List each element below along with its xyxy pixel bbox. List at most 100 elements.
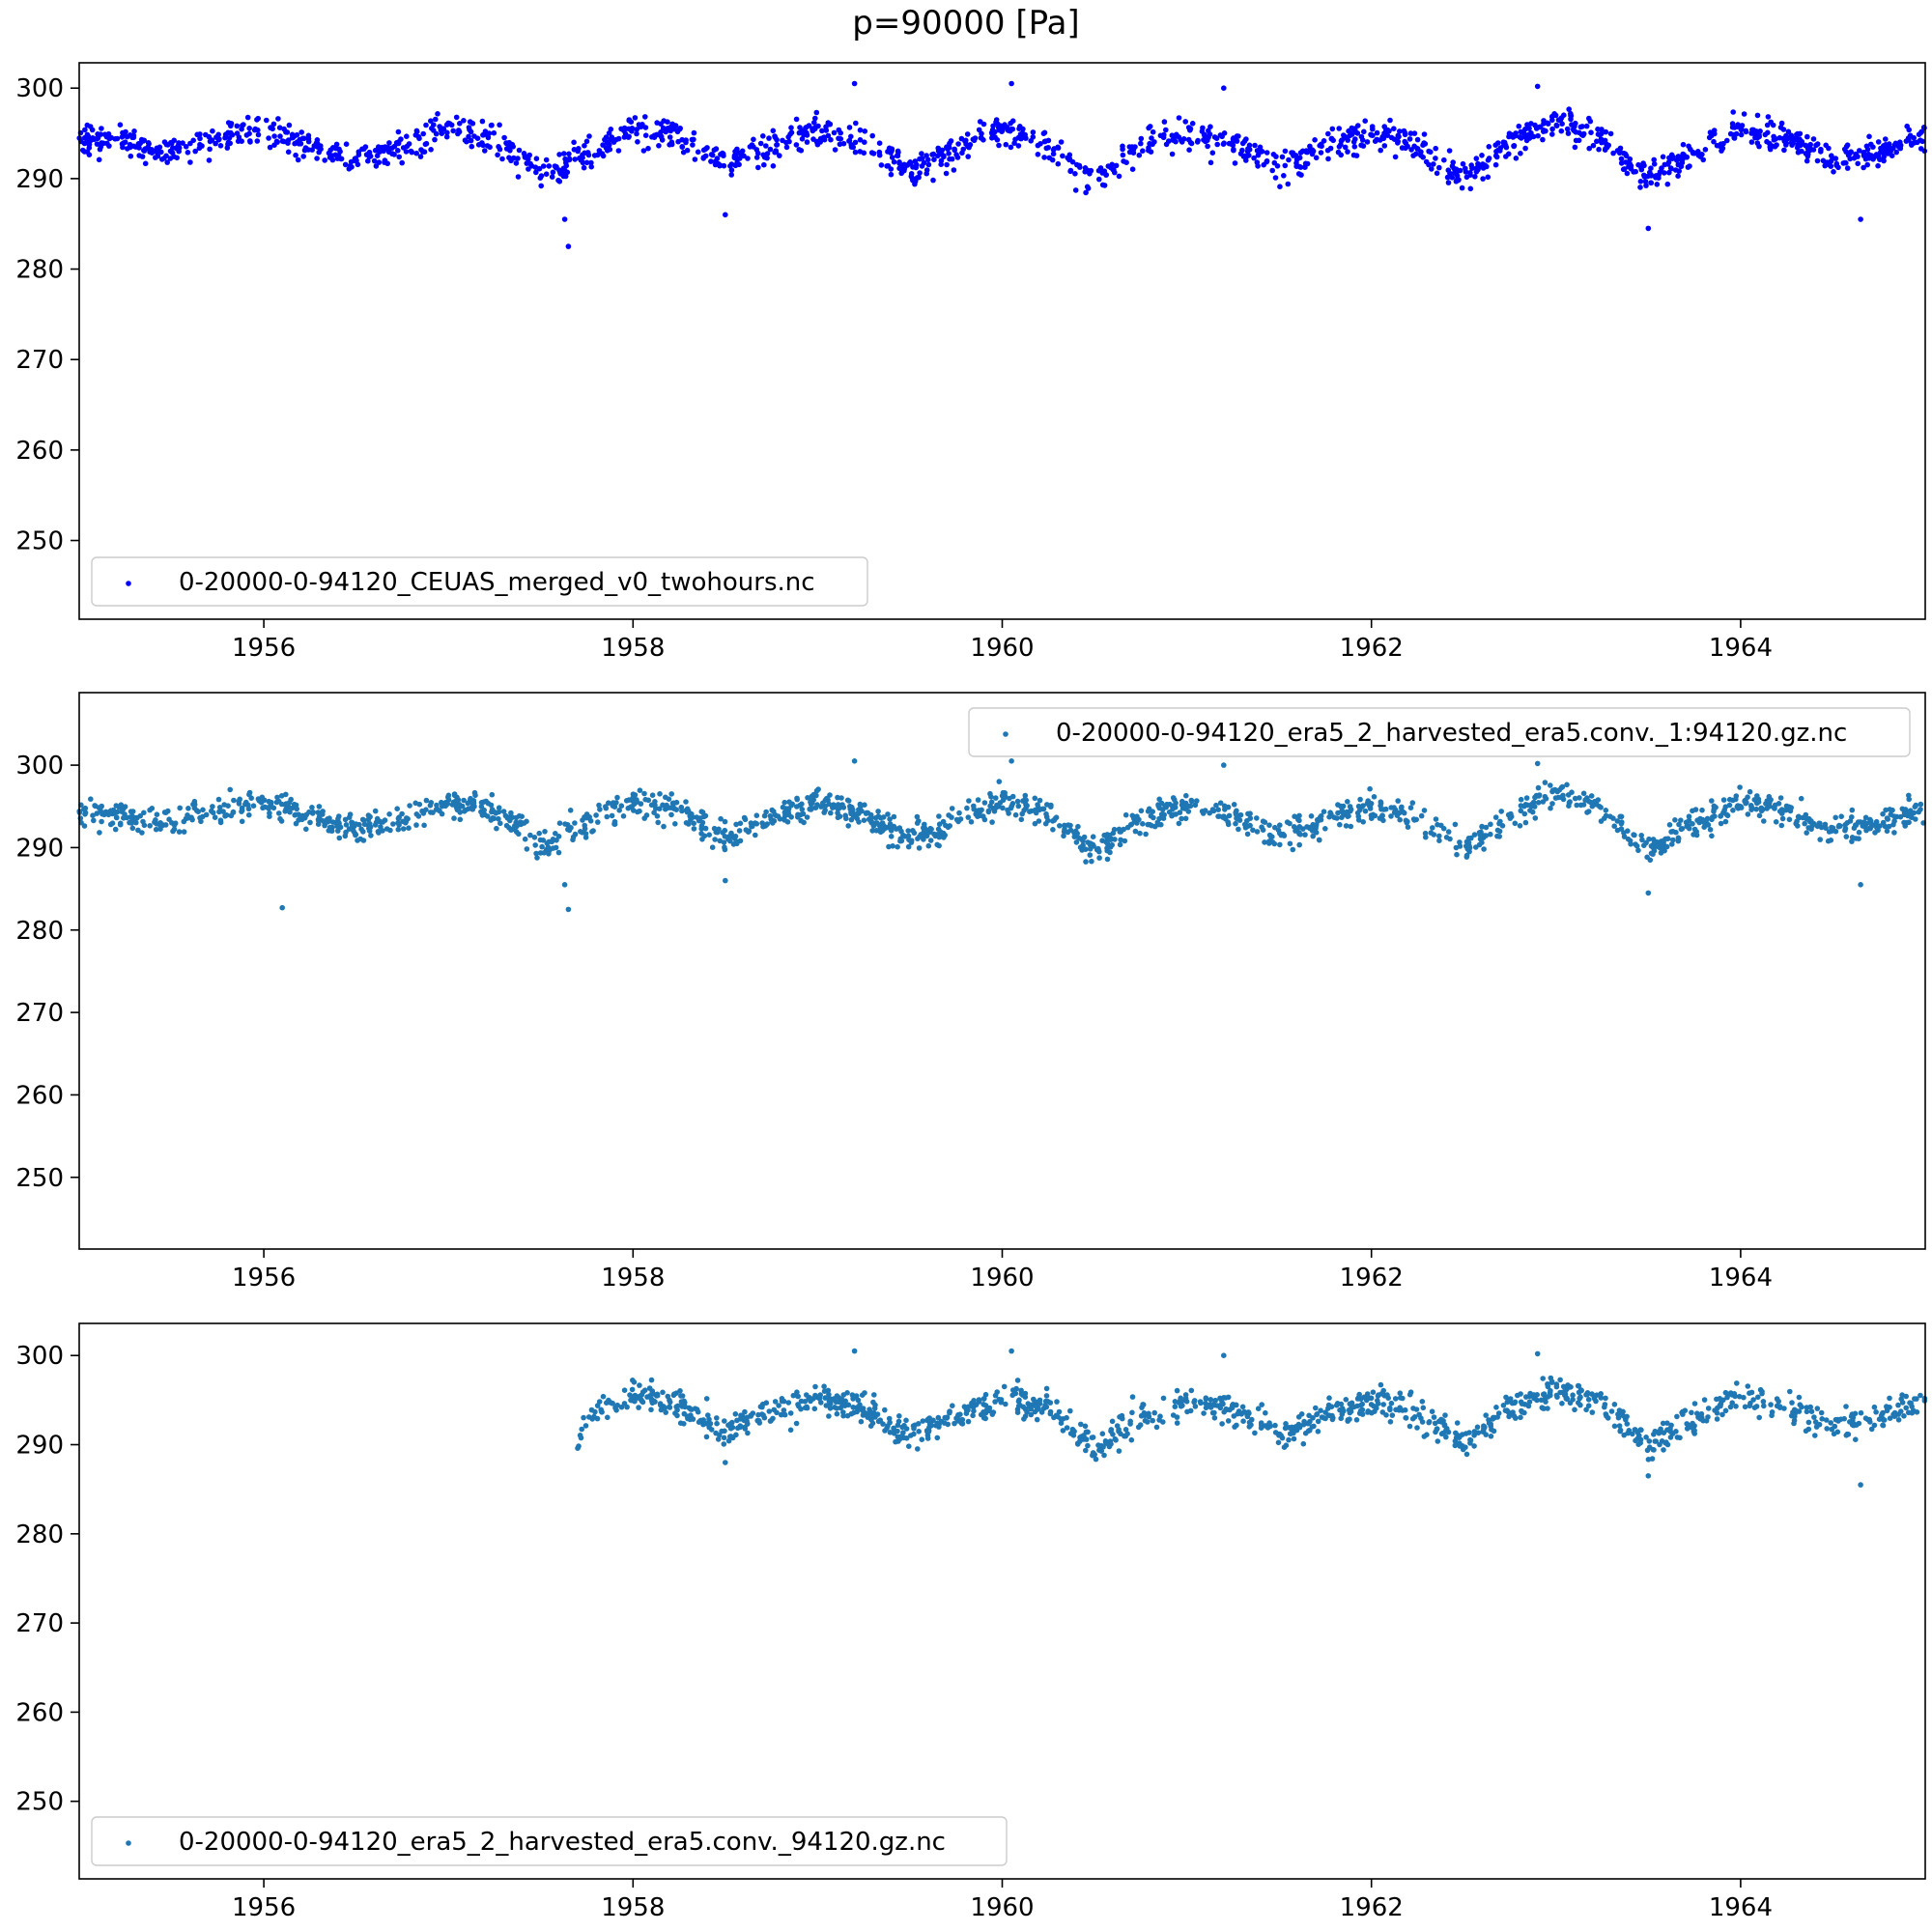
data-point xyxy=(982,1403,989,1408)
data-point xyxy=(1630,1431,1635,1437)
data-point xyxy=(1103,172,1109,178)
data-point xyxy=(1568,113,1575,119)
data-point xyxy=(1798,795,1804,802)
data-point xyxy=(1805,825,1811,831)
data-point xyxy=(1330,137,1336,144)
data-point xyxy=(1189,121,1196,127)
data-point xyxy=(1245,823,1251,829)
data-point xyxy=(516,147,523,154)
data-point xyxy=(813,138,820,145)
data-point xyxy=(717,838,723,844)
data-point xyxy=(1856,836,1861,841)
y-tick-label: 280 xyxy=(15,1520,64,1549)
data-point xyxy=(848,144,855,150)
x-tick-label: 1956 xyxy=(232,1264,296,1293)
data-point xyxy=(588,159,594,166)
data-point xyxy=(1071,834,1078,839)
data-point xyxy=(244,114,251,121)
data-point xyxy=(1378,1381,1384,1388)
data-point xyxy=(714,1415,720,1421)
data-point xyxy=(454,798,461,804)
data-point xyxy=(285,149,292,156)
data-point xyxy=(934,1420,941,1427)
data-point xyxy=(1664,181,1671,187)
data-point xyxy=(316,813,323,820)
data-point xyxy=(1295,816,1301,823)
data-point xyxy=(798,811,804,818)
data-point xyxy=(718,815,724,822)
data-point xyxy=(1712,813,1718,819)
data-point xyxy=(167,156,174,161)
data-point xyxy=(1014,798,1021,805)
data-point xyxy=(305,135,312,142)
data-point xyxy=(156,144,163,151)
data-point xyxy=(944,161,950,168)
data-point xyxy=(1145,1419,1151,1425)
data-point xyxy=(868,814,874,821)
data-point xyxy=(1741,111,1747,117)
data-point xyxy=(1888,148,1893,154)
data-point xyxy=(1380,135,1387,142)
data-point xyxy=(1329,1412,1335,1419)
data-point xyxy=(1918,129,1924,135)
data-point xyxy=(1099,838,1105,843)
data-point xyxy=(309,805,315,810)
data-point xyxy=(943,170,950,177)
data-point xyxy=(1804,816,1811,822)
data-point xyxy=(1578,1387,1584,1394)
data-point xyxy=(1488,821,1493,828)
data-point xyxy=(798,1398,805,1405)
data-point xyxy=(1015,1403,1022,1409)
data-point xyxy=(534,855,540,861)
data-point xyxy=(793,1420,800,1427)
data-point xyxy=(1083,1436,1090,1442)
data-point xyxy=(764,155,770,161)
data-point xyxy=(1203,1405,1209,1411)
data-point xyxy=(210,804,215,810)
data-point xyxy=(978,1411,984,1418)
data-point xyxy=(1812,1433,1818,1438)
data-point xyxy=(668,124,674,130)
data-point xyxy=(1353,1417,1360,1423)
data-point xyxy=(1918,1392,1923,1399)
data-point xyxy=(1502,142,1509,149)
data-point xyxy=(1823,161,1829,167)
data-point xyxy=(1864,161,1870,168)
data-point xyxy=(854,815,861,822)
data-point xyxy=(1670,837,1676,843)
data-point xyxy=(1056,1408,1063,1415)
data-point xyxy=(1146,145,1151,151)
data-point xyxy=(923,153,929,158)
data-point xyxy=(825,1387,832,1394)
data-point xyxy=(328,153,335,158)
data-point xyxy=(757,140,764,147)
data-point xyxy=(1522,145,1528,152)
data-point xyxy=(1030,129,1037,135)
data-point xyxy=(1518,1414,1523,1421)
data-point xyxy=(851,758,858,764)
data-point xyxy=(1738,131,1745,138)
data-point xyxy=(1263,1409,1268,1416)
data-point xyxy=(1293,160,1299,166)
data-point xyxy=(1426,1419,1432,1426)
data-point xyxy=(88,796,94,802)
data-point xyxy=(1467,185,1474,192)
legend-marker xyxy=(126,1840,131,1846)
data-point xyxy=(1136,152,1143,158)
data-point xyxy=(935,153,941,159)
data-point xyxy=(147,823,153,829)
data-point xyxy=(1120,143,1125,150)
data-point xyxy=(99,126,104,131)
data-point xyxy=(954,1413,961,1419)
data-point xyxy=(864,810,869,816)
data-point xyxy=(1129,1394,1136,1400)
data-point xyxy=(1012,811,1019,818)
data-point xyxy=(1705,1406,1712,1411)
data-point xyxy=(1313,825,1319,832)
data-point xyxy=(727,1421,733,1427)
data-point xyxy=(1768,797,1774,803)
data-point xyxy=(709,152,716,158)
data-point xyxy=(270,805,277,811)
data-point xyxy=(896,160,902,166)
legend-label: 0-20000-0-94120_era5_2_harvested_era5.co… xyxy=(179,1828,946,1857)
